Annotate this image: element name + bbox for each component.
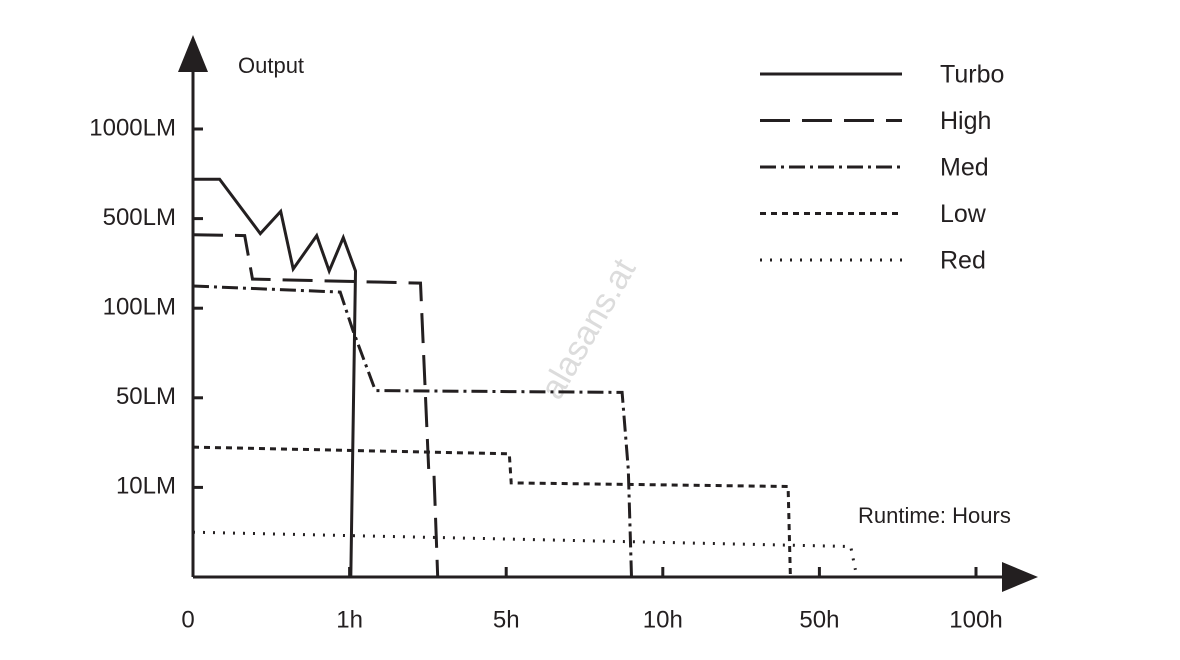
- legend-label: Low: [940, 200, 987, 228]
- y-axis-label: Output: [238, 53, 304, 78]
- legend-label: High: [940, 107, 991, 135]
- legend-label: Turbo: [940, 61, 1004, 89]
- y-tick-label: 100LM: [103, 294, 176, 321]
- series-line: [193, 177, 358, 578]
- x-axis-arrow: [1002, 562, 1038, 592]
- x-tick-label: 1h: [336, 606, 363, 633]
- legend-label: Med: [940, 154, 989, 182]
- y-tick-label: 500LM: [103, 204, 176, 231]
- x-axis-label: Runtime: Hours: [858, 503, 1011, 528]
- series-line: [192, 284, 633, 578]
- x-tick-label: 0: [181, 606, 194, 633]
- x-tick-label: 10h: [643, 606, 683, 633]
- x-tick-label: 5h: [493, 606, 520, 633]
- y-tick-label: 50LM: [116, 383, 176, 410]
- y-tick-label: 10LM: [116, 473, 176, 500]
- x-tick-label: 50h: [799, 606, 839, 633]
- legend-label: Red: [940, 247, 986, 275]
- series-line: [192, 233, 440, 578]
- watermark: alasans.at: [533, 252, 644, 406]
- series-line: [192, 445, 792, 578]
- x-tick-label: 100h: [949, 606, 1002, 633]
- y-tick-label: 1000LM: [89, 114, 176, 141]
- series-line: [192, 530, 857, 571]
- y-axis-arrow: [178, 35, 208, 72]
